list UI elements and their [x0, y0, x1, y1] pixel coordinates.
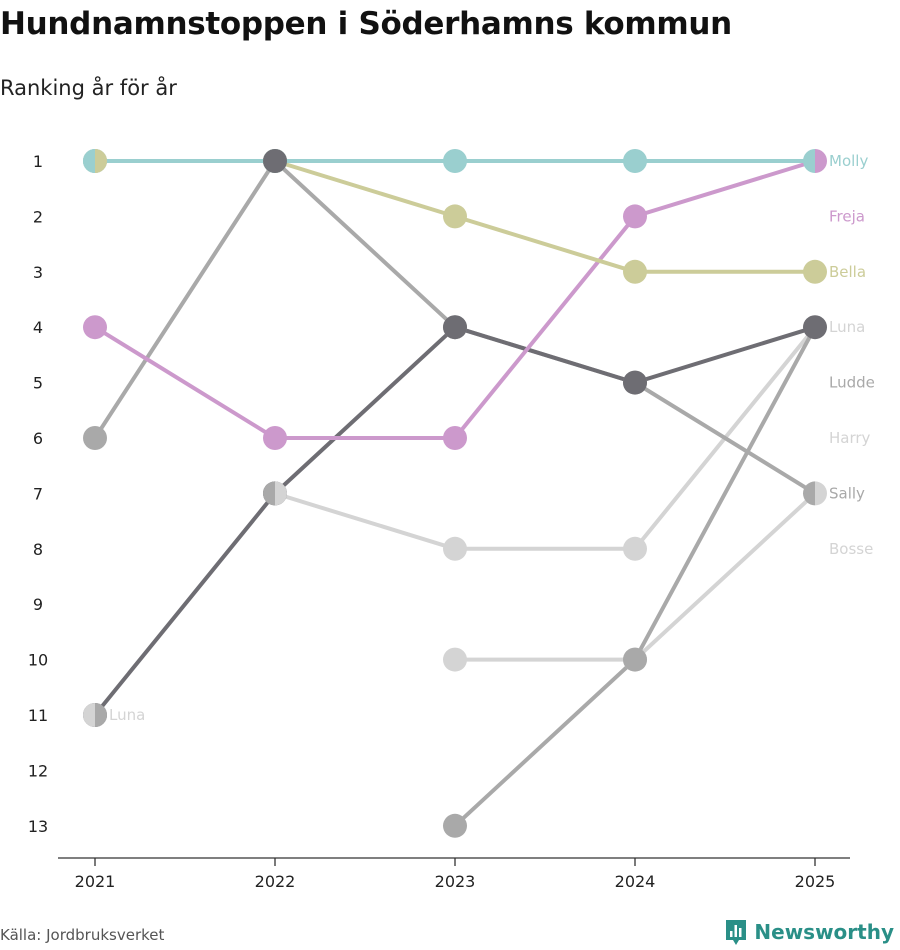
series-line-bosse: [453, 491, 817, 662]
marker-molly-2024: [623, 149, 647, 173]
marker-2025-rank7-right: [815, 481, 828, 506]
end-label-freja: Freja: [829, 207, 865, 225]
marker-2025-rank1-right: [815, 149, 827, 173]
end-label-luna: Luna: [829, 318, 865, 336]
marker-molly-2023: [443, 149, 467, 173]
marker-bella-2024: [623, 259, 647, 284]
marker-luna-2023: [443, 315, 467, 340]
marker-bella-2023: [443, 204, 467, 229]
marker-2022-rank7-left: [263, 481, 275, 506]
bar-chart-logo-icon: [726, 920, 747, 945]
marker-2025-rank1-left: [803, 149, 815, 173]
marker-2021-rank11-right: [95, 703, 107, 727]
series-line-freja: [93, 159, 817, 440]
y-tick-label: 7: [33, 484, 43, 503]
y-tick-label: 11: [28, 706, 48, 725]
marker-ludde-2021: [83, 426, 107, 450]
marker-2021-rank1-left: [83, 149, 95, 173]
end-label-bosse: Bosse: [829, 540, 873, 558]
brand-logo[interactable]: Newsworthy: [724, 918, 894, 946]
marker-2022-rank7-right: [275, 481, 287, 506]
y-tick-label: 2: [33, 207, 43, 226]
marker-harry-2024: [623, 536, 647, 561]
x-tick-label: 2025: [795, 872, 836, 891]
marker-2025-rank3: [803, 259, 827, 284]
x-tick-label: 2021: [75, 872, 116, 891]
chart-title: Hundnamnstoppen i Söderhamns kommun: [0, 6, 732, 42]
end-label-ludde: Ludde: [829, 374, 875, 392]
y-tick-label: 9: [33, 595, 43, 614]
end-label-harry: Harry: [829, 429, 871, 447]
y-tick-label: 12: [28, 761, 48, 780]
marker-2021-rank11-left: [83, 703, 95, 727]
marker-luna-2024: [623, 370, 647, 395]
y-tick-label: 4: [33, 318, 43, 337]
x-tick-label: 2024: [615, 872, 656, 891]
source-note: Källa: Jordbruksverket: [0, 926, 165, 944]
marker-freja-2021: [83, 315, 107, 340]
marker-2021-rank1-right: [95, 149, 107, 173]
marker-sally-2024: [623, 647, 647, 672]
series-line-sally: [453, 325, 817, 828]
marker-freja-2024: [623, 204, 647, 229]
marker-freja-2023: [443, 426, 467, 450]
brand-name: Newsworthy: [754, 920, 894, 944]
y-tick-label: 13: [28, 817, 48, 836]
marker-2025-rank7-left: [803, 481, 815, 506]
marker-2022-rank1: [263, 149, 287, 173]
y-tick-label: 3: [33, 263, 43, 282]
x-tick-label: 2023: [435, 872, 476, 891]
marker-harry-2023: [443, 536, 467, 561]
end-label-sally: Sally: [829, 484, 865, 502]
x-tick-label: 2022: [255, 872, 296, 891]
y-tick-label: 6: [33, 429, 43, 448]
marker-bosse-2023: [443, 647, 467, 672]
marker-sally-2023: [443, 813, 467, 838]
end-label-bella: Bella: [829, 263, 866, 281]
marker-2025-rank4: [803, 315, 827, 340]
y-tick-label: 10: [28, 651, 48, 670]
y-tick-label: 5: [33, 374, 43, 393]
marker-freja-2022: [263, 426, 287, 450]
y-tick-label: 8: [33, 540, 43, 559]
end-label-molly: Molly: [829, 152, 868, 170]
annotation-label: Luna: [109, 706, 145, 724]
chart-subtitle: Ranking år för år: [0, 76, 177, 100]
y-tick-label: 1: [33, 152, 43, 171]
